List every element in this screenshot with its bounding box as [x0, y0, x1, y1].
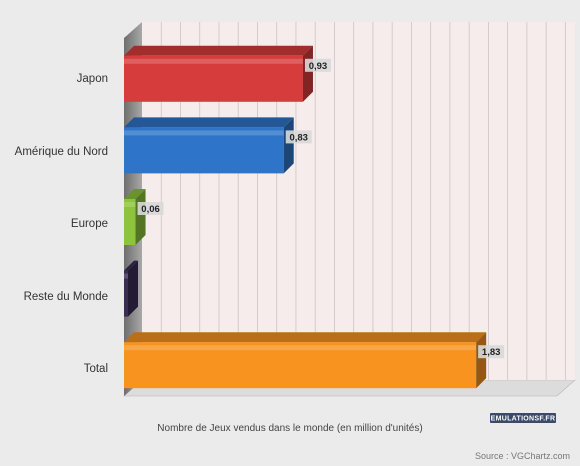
category-label-japon: Japon	[77, 73, 108, 85]
bar-reste-du-monde	[124, 260, 138, 317]
data-label-amerique-du-nord: 0,83	[289, 132, 308, 143]
emulationsf-logo: EMULATIONSF.FR	[490, 413, 556, 423]
bar-amerique-du-nord	[124, 117, 294, 174]
category-label-amerique-du-nord: Amérique du Nord	[15, 146, 108, 158]
bar-front-face	[124, 199, 136, 245]
bar-top-face	[124, 45, 313, 56]
bar-japon	[124, 45, 313, 102]
data-label-europe: 0,06	[141, 204, 160, 215]
bar-europe	[124, 189, 146, 245]
data-label-bg	[478, 345, 505, 359]
category-label-europe: Europe	[71, 218, 108, 230]
svg-text:EMULATIONSF.FR: EMULATIONSF.FR	[491, 416, 556, 423]
bar-top-face	[124, 189, 146, 199]
bar-front-face	[124, 127, 284, 174]
bar-side-face	[128, 260, 138, 317]
bar-front-face	[124, 270, 128, 317]
bars: 0,93 0,83 0,06 1,83	[124, 45, 505, 389]
bar-front-face	[124, 55, 303, 102]
data-label-japon: 0,93	[309, 61, 328, 72]
bar-top-face	[124, 260, 138, 271]
category-label-reste-du-monde: Reste du Monde	[24, 291, 108, 303]
data-label-bg	[137, 202, 164, 215]
bar-front-face	[124, 342, 477, 389]
bar-top-face	[124, 117, 294, 128]
category-label-total: Total	[84, 363, 108, 375]
source-note: Source : VGChartz.com	[475, 451, 570, 461]
data-label-total: 1,83	[482, 347, 501, 358]
bar-total	[124, 332, 487, 389]
back-wall	[142, 22, 575, 380]
bar-top-face	[124, 332, 487, 343]
x-axis-title: Nombre de Jeux vendus dans le monde (en …	[157, 423, 422, 434]
data-label-bg	[304, 58, 331, 72]
data-label-bg	[285, 130, 312, 144]
